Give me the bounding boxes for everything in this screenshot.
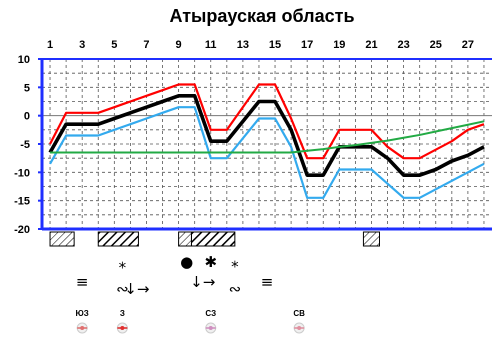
x-tick-label: 11 — [205, 39, 217, 51]
x-tick-label: 13 — [237, 39, 249, 51]
wind-direction-label: З — [120, 309, 125, 318]
wind-arrow-head — [208, 326, 213, 330]
y-tick-label: 5 — [24, 82, 30, 94]
precipitation-block — [190, 231, 236, 247]
series-line — [49, 106, 485, 199]
y-axis-ticks: 10 5 0 -5 -10 -15 -20 — [14, 54, 42, 236]
wind-arrow-head — [297, 326, 302, 330]
weather-symbol: ● — [180, 253, 193, 271]
wind-row: ЮЗ З СЗ СВ — [76, 309, 305, 334]
weather-symbols: ⁎ ● ✱ ⁎≡ ∾↓→ ↓→ ∾ ≡ — [76, 253, 273, 298]
weather-symbol: ⁎ — [231, 253, 239, 271]
x-tick-label: 9 — [176, 39, 182, 51]
x-axis-ticks: 1 3 5 7 9 11 13 15 17 19 21 23 25 27 — [47, 39, 474, 51]
wind-direction-label: СВ — [293, 309, 305, 318]
weather-symbol: ≡ — [261, 273, 274, 291]
x-tick-label: 5 — [111, 39, 117, 51]
x-tick-label: 25 — [430, 39, 442, 51]
x-tick-label: 23 — [397, 39, 409, 51]
precipitation-row — [49, 231, 380, 247]
y-tick-label: -10 — [14, 167, 30, 179]
series-line — [50, 120, 485, 154]
series-line — [49, 83, 485, 160]
y-tick-label: -5 — [20, 139, 30, 151]
wind-arrow-head — [80, 326, 85, 330]
x-tick-label: 17 — [301, 39, 313, 51]
weather-symbol: ≡ — [76, 273, 89, 291]
x-tick-label: 21 — [365, 39, 377, 51]
y-tick-label: 10 — [18, 54, 30, 66]
x-tick-label: 27 — [462, 39, 474, 51]
grid — [40, 58, 492, 231]
weather-symbol: ⁎ — [119, 254, 127, 272]
y-tick-label: -20 — [14, 224, 30, 236]
x-tick-label: 19 — [333, 39, 345, 51]
weather-symbol: ↓→ — [190, 273, 215, 291]
y-tick-label: 0 — [24, 111, 30, 123]
wind-arrow-head — [120, 326, 125, 330]
weather-symbol: ✱ — [204, 253, 217, 271]
weather-symbol: ∾ — [229, 280, 242, 298]
wind-direction-label: ЮЗ — [76, 309, 89, 318]
x-tick-label: 7 — [143, 39, 149, 51]
wind-direction-label: СЗ — [205, 309, 216, 318]
chart-title: Атырауская область — [169, 6, 354, 26]
x-tick-label: 15 — [269, 39, 281, 51]
series-line — [48, 94, 485, 177]
weather-symbol: ∾ — [116, 280, 129, 298]
precipitation-block — [362, 231, 380, 247]
precipitation-block — [178, 231, 192, 247]
weather-symbol: ↓→ — [124, 280, 149, 298]
x-tick-label: 1 — [47, 39, 53, 51]
precipitation-block — [97, 231, 139, 247]
precipitation-block — [49, 231, 75, 247]
y-tick-label: -15 — [14, 196, 30, 208]
series-lines — [48, 83, 485, 199]
x-tick-label: 3 — [79, 39, 85, 51]
